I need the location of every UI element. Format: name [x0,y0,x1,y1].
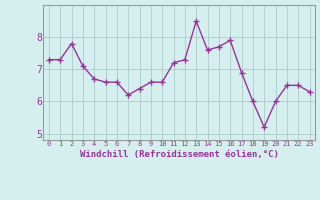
X-axis label: Windchill (Refroidissement éolien,°C): Windchill (Refroidissement éolien,°C) [80,150,279,159]
